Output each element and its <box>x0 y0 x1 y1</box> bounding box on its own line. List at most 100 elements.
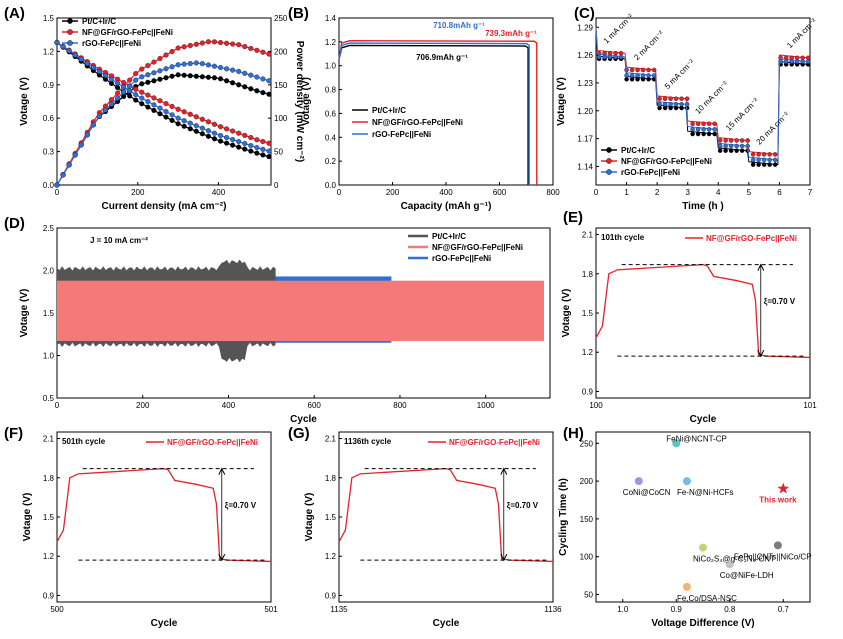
data-point <box>217 138 224 144</box>
x-tick-label: 600 <box>308 401 322 410</box>
data-point <box>230 80 236 86</box>
y-tick-label: 1.23 <box>577 79 593 88</box>
y-tick-label: 150 <box>580 515 594 524</box>
data-point <box>66 162 72 168</box>
data-point <box>157 76 163 82</box>
legend-entry: NF@GF/rGO-FePc||FeNi <box>82 28 173 37</box>
x-tick-label: 0.9 <box>671 605 683 614</box>
data-point <box>145 104 151 110</box>
data-point <box>151 70 157 76</box>
scatter-point <box>682 477 691 486</box>
data-point <box>236 68 242 74</box>
x-tick-label: 200 <box>131 188 145 197</box>
data-point <box>151 102 157 108</box>
panel-label: (D) <box>4 215 25 232</box>
legend-marker <box>606 158 612 164</box>
cycle-title: 101th cycle <box>601 233 645 242</box>
data-point <box>254 47 260 53</box>
data-point <box>230 128 236 134</box>
data-point <box>805 59 811 64</box>
data-point <box>211 39 218 45</box>
data-point <box>157 56 163 62</box>
data-point <box>717 143 723 149</box>
data-point <box>193 123 199 129</box>
y-tick-label: 250 <box>580 439 594 448</box>
data-point <box>169 103 175 110</box>
cycle-title: 1136th cycle <box>344 437 392 446</box>
data-point <box>260 152 266 158</box>
plot-frame <box>595 431 811 603</box>
data-point <box>90 122 96 128</box>
scatter-point <box>634 477 643 486</box>
y-tick-label: 1.4 <box>325 14 337 23</box>
data-point <box>800 59 805 64</box>
data-point <box>175 115 181 121</box>
data-point <box>54 182 60 188</box>
gap-label: ξ=0.70 V <box>225 501 257 510</box>
data-point <box>127 88 133 94</box>
data-point <box>96 113 102 119</box>
data-point <box>151 95 157 101</box>
data-point <box>96 69 102 75</box>
data-point <box>224 40 230 46</box>
data-point <box>230 142 236 148</box>
data-point <box>230 41 236 47</box>
legend-entry: rGO-FePc||FeNi <box>372 130 431 139</box>
data-point <box>145 72 151 78</box>
y-tick-label: 1.14 <box>577 162 593 171</box>
data-point <box>217 76 224 82</box>
data-point <box>115 95 121 101</box>
data-point <box>254 150 260 156</box>
discharge-curve <box>338 42 530 185</box>
x-axis-title: Cycle <box>151 618 178 629</box>
step-label: 1 mA cm⁻² <box>785 17 818 50</box>
data-point <box>224 126 230 132</box>
band-nf <box>57 280 544 342</box>
x-tick-label: 800 <box>546 188 560 197</box>
data-point <box>266 51 272 57</box>
y-tick-label: 2.0 <box>43 267 55 276</box>
data-point <box>756 152 761 157</box>
y-tick-label: 0.4 <box>325 133 337 142</box>
x-tick-label: 0.7 <box>778 605 790 614</box>
data-point <box>205 128 211 134</box>
data-point <box>54 39 60 46</box>
panel-D: 0 200 400 600 800 1000 0.5 1.0 1.5 2.0 2.5 Cycle Vot… <box>19 224 551 425</box>
data-point <box>701 131 706 137</box>
data-point <box>734 143 739 149</box>
y-tick-label: 1.26 <box>577 51 593 60</box>
data-point <box>248 135 254 141</box>
x-tick-label: 1 <box>624 188 629 197</box>
data-point <box>199 131 205 137</box>
data-point <box>187 61 193 67</box>
data-point <box>78 56 84 62</box>
data-point <box>739 143 745 149</box>
data-point <box>248 148 254 154</box>
y-tick-label: 2.1 <box>582 231 594 240</box>
data-point <box>695 121 701 127</box>
data-point <box>668 96 673 101</box>
series-line-power <box>56 62 270 186</box>
data-point <box>211 130 218 136</box>
data-point <box>662 96 668 101</box>
y-axis-title: Votage (V) <box>561 289 572 338</box>
data-point <box>266 154 272 160</box>
data-point <box>778 59 783 64</box>
panel-E: 100 101 0.9 1.2 1.5 1.8 2.1 Cycle Votage (V) ξ=0.… <box>561 227 817 425</box>
data-point <box>723 148 728 153</box>
x-tick-label: 0 <box>594 188 599 197</box>
data-point <box>236 144 242 150</box>
data-point <box>690 127 695 132</box>
scatter-point <box>699 543 707 552</box>
y-tick-label: 0.3 <box>43 148 55 157</box>
y2-tick-label: 50 <box>274 148 283 157</box>
data-point <box>712 121 717 127</box>
data-point <box>133 86 139 92</box>
data-point <box>695 131 701 137</box>
data-point <box>236 139 242 145</box>
x-axis-title: Cycle <box>433 618 460 629</box>
series-line-voltage <box>56 41 270 144</box>
arrow-head <box>500 467 508 475</box>
data-point <box>72 52 78 58</box>
annotation: 739.3mAh g⁻¹ <box>485 29 537 38</box>
